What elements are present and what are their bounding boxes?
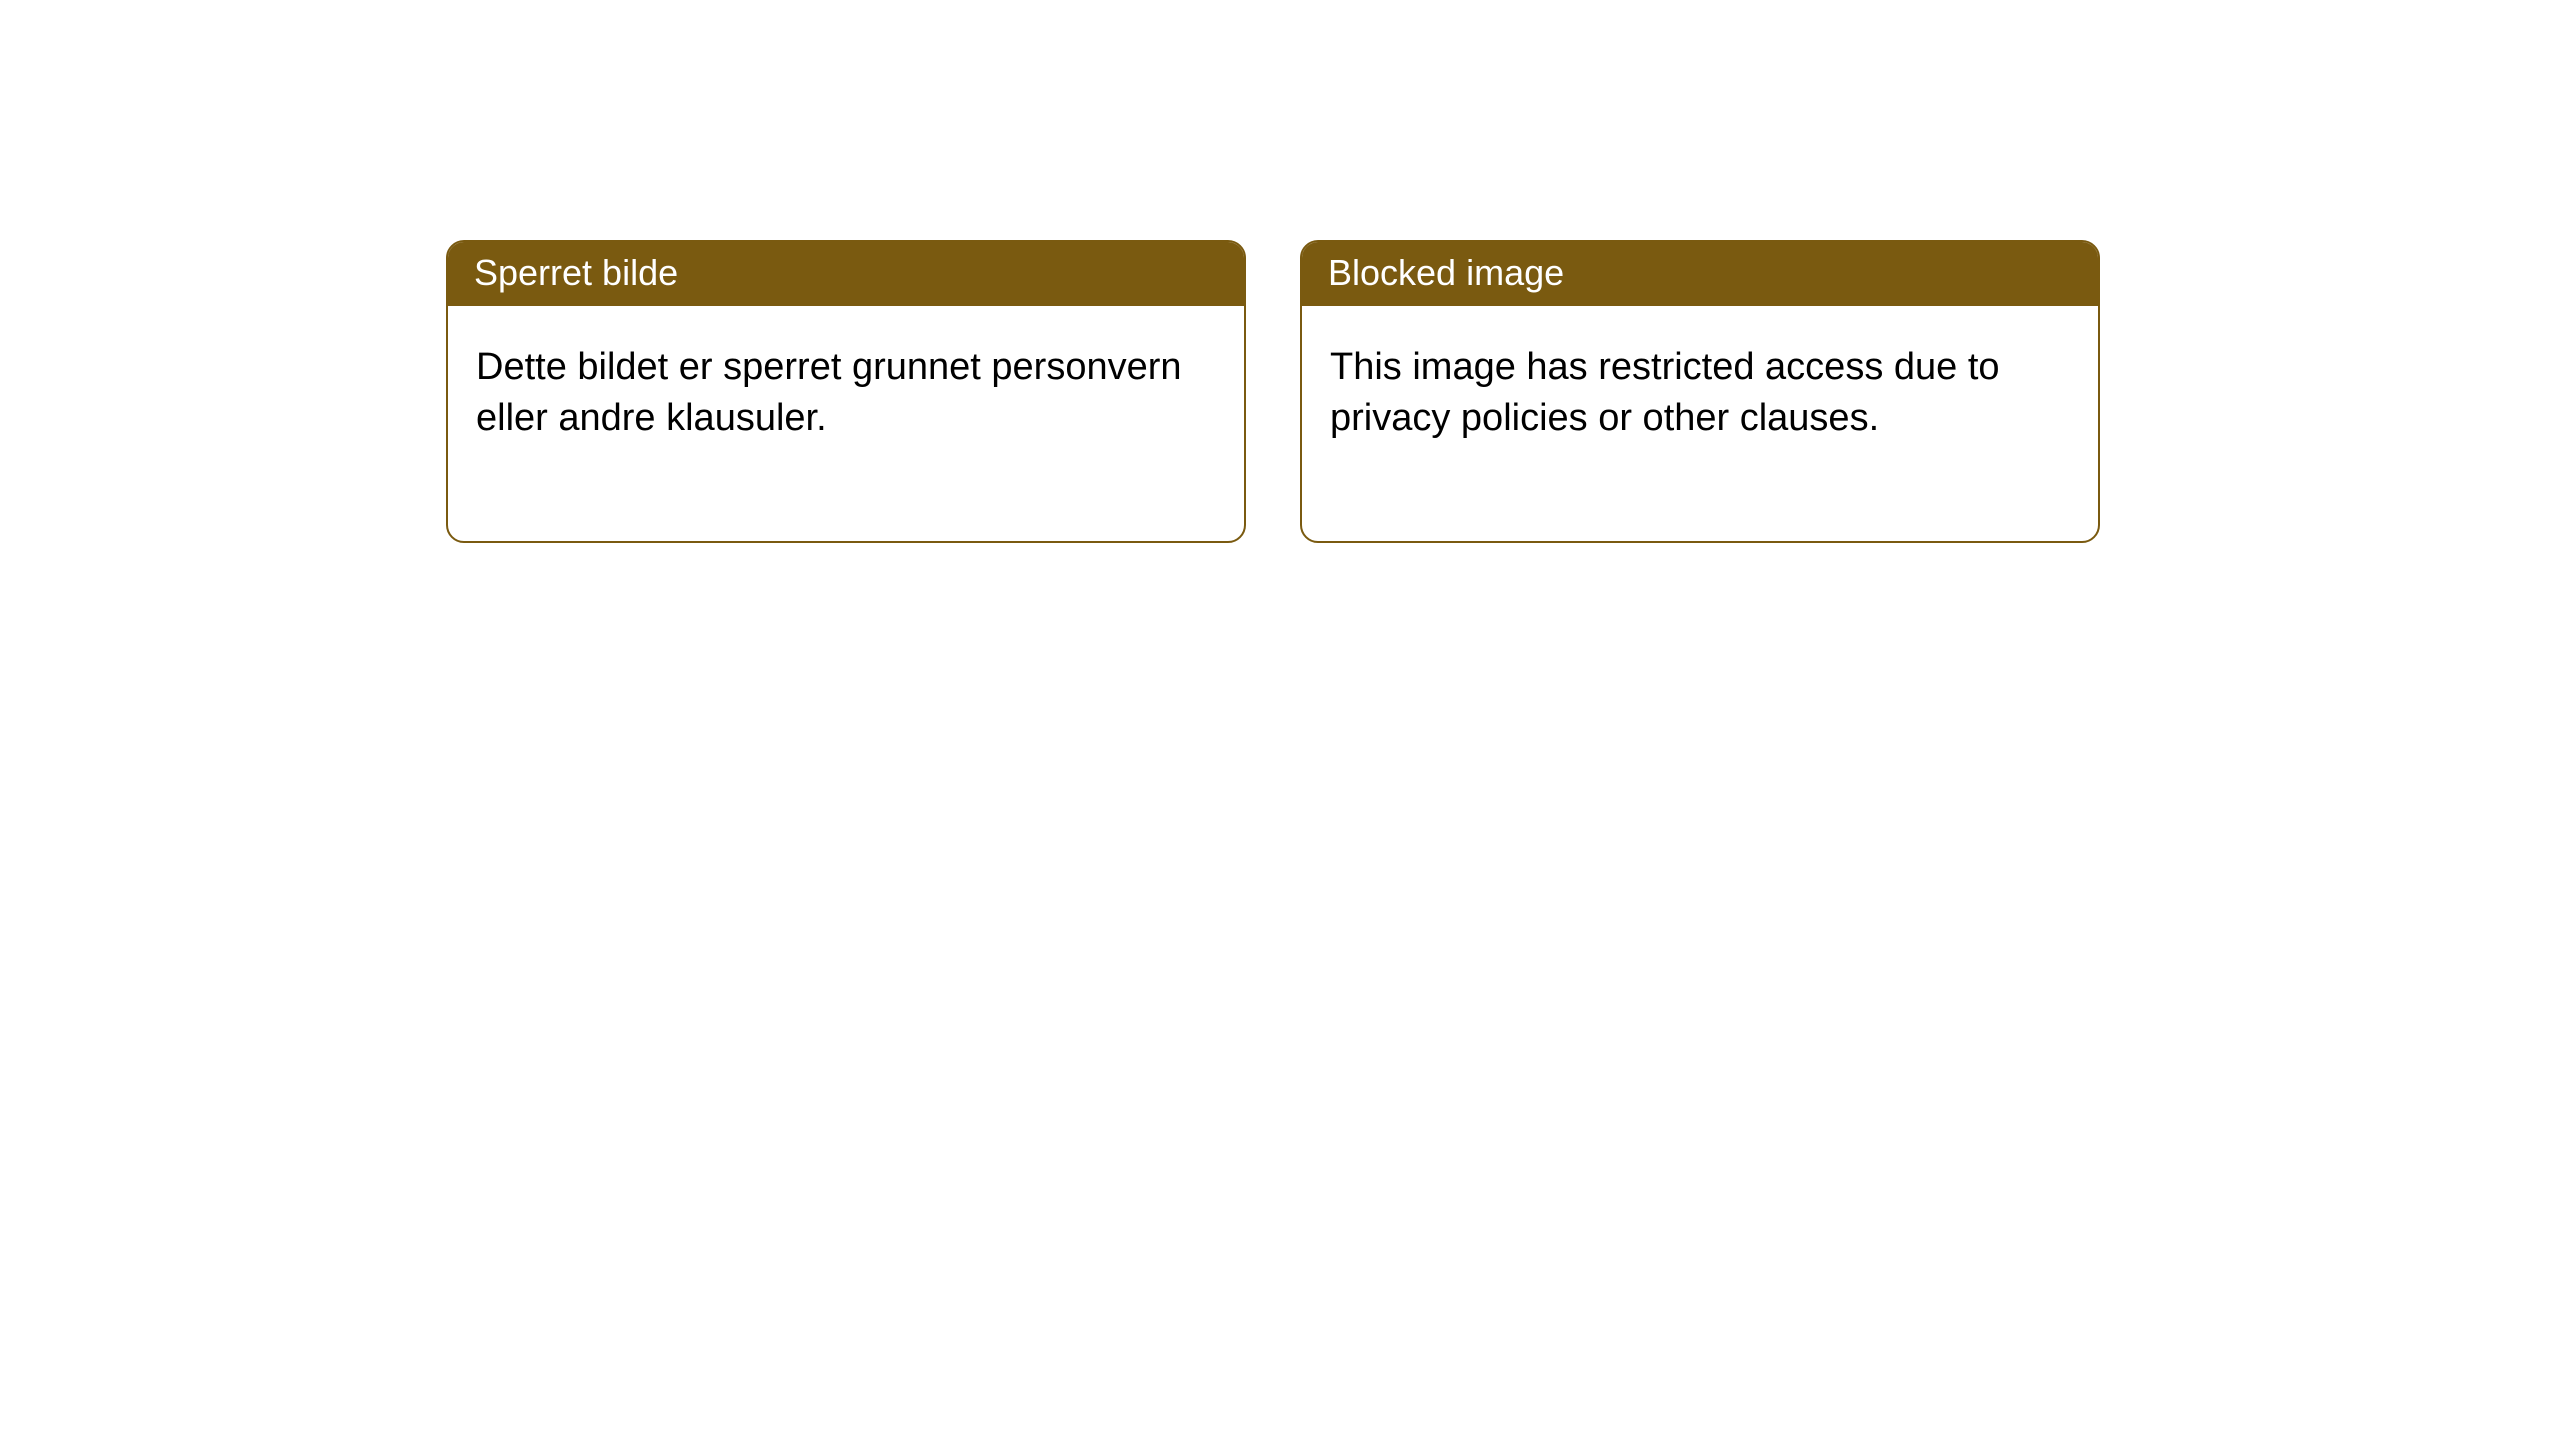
notice-card-norwegian: Sperret bilde Dette bildet er sperret gr… xyxy=(446,240,1246,543)
notice-card-title: Sperret bilde xyxy=(448,242,1244,306)
notice-card-body: This image has restricted access due to … xyxy=(1302,306,2098,541)
notice-cards-container: Sperret bilde Dette bildet er sperret gr… xyxy=(446,240,2560,543)
notice-card-body: Dette bildet er sperret grunnet personve… xyxy=(448,306,1244,541)
notice-card-english: Blocked image This image has restricted … xyxy=(1300,240,2100,543)
notice-card-title: Blocked image xyxy=(1302,242,2098,306)
